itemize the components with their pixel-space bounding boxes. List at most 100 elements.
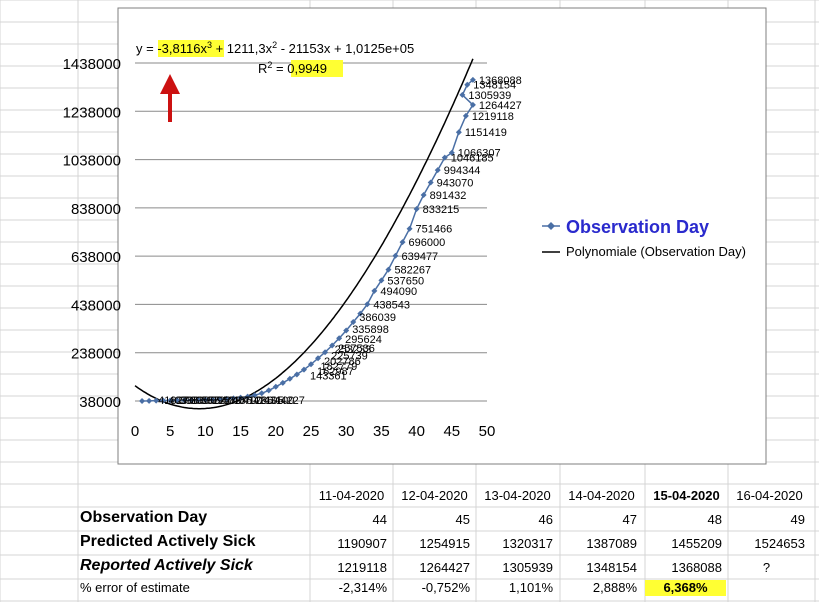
y-tick-label: 238000 bbox=[71, 346, 121, 363]
data-point bbox=[202, 396, 209, 403]
y-tick-label: 638000 bbox=[71, 249, 121, 266]
data-label: 537650 bbox=[387, 275, 424, 287]
data-point bbox=[385, 266, 392, 273]
data-point bbox=[350, 319, 357, 326]
data-point bbox=[469, 101, 476, 108]
table-cell: 1368088 bbox=[671, 560, 722, 575]
table-cell: 1254915 bbox=[419, 536, 470, 551]
y-tick-label: 38000 bbox=[79, 394, 121, 411]
data-label: 1348154 bbox=[473, 80, 516, 92]
table-cell: 48 bbox=[707, 512, 722, 527]
y-tick-label: 838000 bbox=[71, 201, 121, 218]
data-label: 40386 bbox=[169, 395, 200, 407]
y-tick-label: 1238000 bbox=[63, 104, 121, 121]
equation-coefficient: -3,8116x bbox=[157, 41, 207, 56]
table-cell: -0,752% bbox=[421, 580, 470, 595]
table-cell: 2,888% bbox=[592, 580, 637, 595]
data-point bbox=[153, 397, 160, 404]
data-point bbox=[357, 310, 364, 317]
table-cell: 1524653 bbox=[754, 536, 805, 551]
data-label: 639477 bbox=[401, 251, 438, 263]
data-label: 39830 bbox=[179, 395, 210, 407]
data-point bbox=[464, 81, 471, 88]
data-label: 696000 bbox=[409, 237, 446, 249]
data-label: 386039 bbox=[359, 312, 396, 324]
data-point bbox=[237, 394, 244, 401]
data-point bbox=[167, 397, 174, 404]
data-point bbox=[392, 252, 399, 259]
data-point bbox=[244, 393, 251, 400]
table-cell: 1219118 bbox=[337, 560, 387, 575]
data-label: 39555 bbox=[190, 395, 221, 407]
data-point bbox=[406, 225, 413, 232]
data-point bbox=[286, 375, 293, 382]
data-point bbox=[469, 76, 476, 83]
table-cell: 1264427 bbox=[419, 560, 470, 575]
row-label: % error of estimate bbox=[80, 580, 190, 595]
data-label: 39222 bbox=[200, 395, 231, 407]
x-tick-label: 35 bbox=[373, 423, 390, 440]
table-cell: 1305939 bbox=[502, 560, 553, 575]
data-point bbox=[265, 387, 272, 394]
data-label: 39588 bbox=[211, 395, 242, 407]
x-tick-label: 30 bbox=[338, 423, 355, 440]
date-header: 16-04-2020 bbox=[736, 488, 803, 503]
table-cell: ? bbox=[762, 560, 771, 575]
data-label: 1305939 bbox=[468, 90, 511, 102]
data-point bbox=[459, 91, 466, 98]
data-point bbox=[279, 379, 286, 386]
trend-equation: y = -3,8116x3 + 1211,3x2 - 21153x + 1,01… bbox=[136, 40, 414, 56]
x-tick-label: 25 bbox=[303, 423, 320, 440]
data-label: 41286 bbox=[243, 395, 274, 407]
date-header: 12-04-2020 bbox=[401, 488, 468, 503]
x-tick-label: 5 bbox=[166, 423, 174, 440]
data-label: 40700 bbox=[232, 395, 263, 407]
data-point bbox=[364, 301, 371, 308]
data-label: 40156 bbox=[221, 395, 252, 407]
r-squared: R2 = 0,9949 bbox=[258, 60, 327, 76]
data-point bbox=[216, 396, 223, 403]
data-point bbox=[230, 395, 237, 402]
red-arrow-icon bbox=[160, 74, 180, 122]
row-label: Predicted Actively Sick bbox=[80, 533, 256, 550]
data-point bbox=[181, 397, 188, 404]
x-tick-label: 20 bbox=[267, 423, 284, 440]
data-label: 44227 bbox=[274, 395, 305, 407]
data-label: 582267 bbox=[394, 265, 431, 277]
table-cell: 6,368% bbox=[645, 580, 726, 596]
data-label: 751466 bbox=[416, 224, 453, 236]
table-cell: 1455209 bbox=[671, 536, 722, 551]
data-point bbox=[188, 397, 195, 404]
x-tick-label: 0 bbox=[131, 423, 139, 440]
table-cell: 1,101% bbox=[508, 580, 553, 595]
data-label: 833215 bbox=[423, 204, 460, 216]
y-tick-label: 438000 bbox=[71, 297, 121, 314]
data-point bbox=[174, 397, 181, 404]
data-point bbox=[195, 396, 202, 403]
data-point bbox=[322, 349, 329, 356]
data-label: 494090 bbox=[380, 286, 417, 298]
data-point bbox=[343, 327, 350, 334]
data-point bbox=[434, 167, 441, 174]
data-point bbox=[209, 396, 216, 403]
data-label: 1219118 bbox=[472, 111, 514, 123]
x-tick-label: 50 bbox=[479, 423, 496, 440]
table-cell: 1320317 bbox=[502, 536, 553, 551]
data-label: 1264427 bbox=[479, 100, 522, 112]
data-label: 182779 bbox=[321, 361, 358, 373]
data-label: 1066307 bbox=[458, 148, 501, 160]
data-point bbox=[427, 179, 434, 186]
table-cell: 46 bbox=[538, 512, 553, 527]
data-label: 257536 bbox=[338, 343, 375, 355]
data-label: 162987 bbox=[317, 366, 354, 378]
data-point bbox=[336, 335, 343, 342]
table-cell: 45 bbox=[455, 512, 470, 527]
data-point bbox=[462, 112, 469, 119]
data-label: 335898 bbox=[352, 324, 389, 336]
table-cell: -2,314% bbox=[338, 580, 387, 595]
data-label: 225739 bbox=[331, 351, 368, 363]
data-point bbox=[455, 129, 462, 136]
y-tick-label: 1438000 bbox=[63, 56, 121, 73]
x-tick-label: 15 bbox=[232, 423, 249, 440]
row-label: Observation Day bbox=[80, 509, 208, 526]
